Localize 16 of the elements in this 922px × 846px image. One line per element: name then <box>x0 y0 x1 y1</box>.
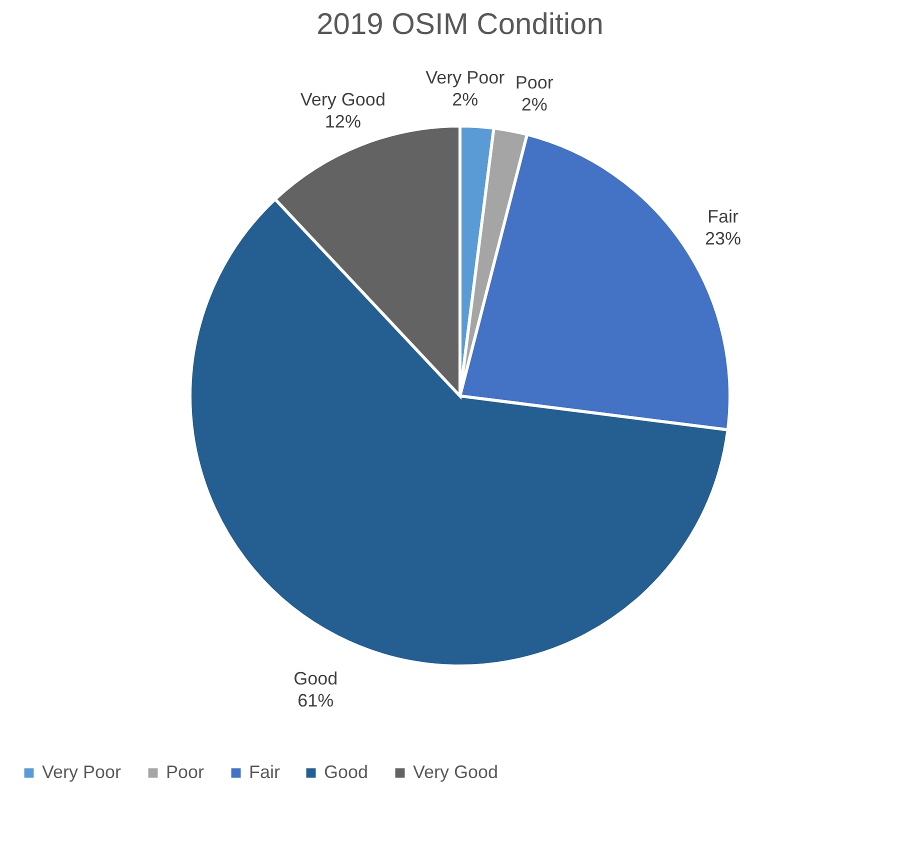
legend-label: Very Good <box>413 762 498 782</box>
chart-title: 2019 OSIM Condition <box>316 8 604 41</box>
legend-label: Good <box>324 762 368 782</box>
legend-label: Very Poor <box>42 762 122 782</box>
slice-label: Very Poor <box>426 68 505 88</box>
data-label: 2% <box>521 94 548 115</box>
data-label: 23% <box>704 228 742 248</box>
legend-label: Fair <box>249 762 280 782</box>
slice-label: Good <box>294 668 338 688</box>
data-label: 12% <box>324 111 361 132</box>
data-label: 61% <box>298 690 334 710</box>
slice-label: Poor <box>515 72 554 93</box>
legend-label: Poor <box>166 762 204 782</box>
data-label: 2% <box>452 90 478 110</box>
slice-label: Very Good <box>300 89 386 110</box>
slice-label: Fair <box>708 206 739 226</box>
